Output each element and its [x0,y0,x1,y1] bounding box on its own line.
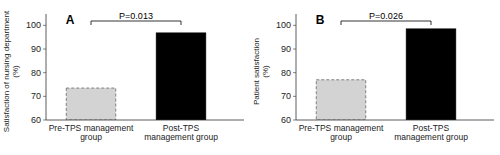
y-tick [43,120,46,121]
y-axis-line [296,14,297,120]
y-tick [43,49,46,50]
y-tick [293,49,296,50]
x-tick-label: Post-TPSmanagement group [394,123,468,142]
x-tick-label-line: group [80,132,102,142]
significance-bracket [91,21,181,25]
panel-label: A [66,13,75,27]
y-tick-label: 90 [31,44,41,54]
x-tick-label-line: group [330,132,352,142]
panel-label: B [316,13,325,27]
y-tick [293,96,296,97]
y-tick [43,96,46,97]
y-tick [293,25,296,26]
y-tick-label: 60 [281,115,291,125]
p-value: P=0.026 [369,11,403,21]
y-tick-label: 70 [31,91,41,101]
y-tick [43,25,46,26]
chart-root: 60 70 80 90 100 Pre-TPS managementgroup Post-T… [0,0,500,155]
y-tick-label: 80 [31,68,41,78]
x-tick-label: Post-TPSmanagement group [144,123,218,142]
panel: 60 70 80 90 100 Pre-TPS managementgroup Post-T… [252,11,494,142]
y-axis-line [46,14,47,120]
significance-bracket [341,21,431,25]
bar [66,88,116,120]
y-axis-label-line: (%) [11,65,20,78]
y-tick-label: 90 [281,44,291,54]
y-axis-label-line: Patient satisfaction [252,38,261,105]
x-tick-label: Pre-TPS managementgroup [299,123,384,142]
bars [66,33,206,120]
y-tick-label: 100 [276,20,291,30]
x-tick-label-line: management group [394,132,468,142]
y-axis-label-line: Satisfaction of nursing department [2,10,11,132]
y-tick-label: 70 [281,91,291,101]
y-tick-label: 80 [281,68,291,78]
y-tick [293,120,296,121]
bar [316,80,366,120]
x-tick-label-line: management group [144,132,218,142]
y-tick-label: 100 [26,20,41,30]
x-axis-line [46,120,244,121]
y-axis-label: Satisfaction of nursing department(%) [2,10,20,132]
y-tick-label: 60 [31,115,41,125]
y-axis-label: Patient satisfaction(%) [252,38,270,105]
x-tick-label: Pre-TPS managementgroup [49,123,134,142]
y-tick [43,72,46,73]
p-value: P=0.013 [119,11,153,21]
bar [406,29,456,120]
bars [316,29,456,120]
y-tick [293,72,296,73]
panel: 60 70 80 90 100 Pre-TPS managementgroup Post-T… [2,10,244,142]
bar [156,33,206,120]
x-axis-line [296,120,494,121]
y-axis-label-line: (%) [261,65,270,78]
